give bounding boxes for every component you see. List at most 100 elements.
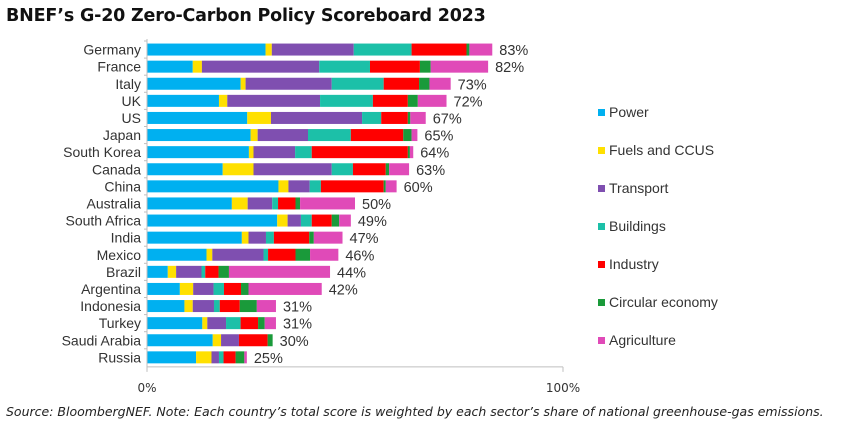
bar-italy-fuels-and-ccus xyxy=(240,77,246,90)
bar-canada-industry xyxy=(352,163,386,176)
total-label: 83% xyxy=(499,43,528,59)
bar-indonesia-agriculture xyxy=(256,300,276,313)
bar-china-industry xyxy=(320,180,384,193)
legend-item-industry: Industry xyxy=(598,245,718,283)
bar-mexico-circular-economy xyxy=(295,248,311,261)
bar-italy-buildings xyxy=(331,77,384,90)
bar-japan-fuels-and-ccus xyxy=(250,129,258,142)
bar-argentina-circular-economy xyxy=(241,282,249,295)
bar-brazil-circular-economy xyxy=(218,265,229,278)
bar-argentina-transport xyxy=(193,282,214,295)
bar-south-korea-transport xyxy=(253,146,296,159)
bar-canada-agriculture xyxy=(389,163,410,176)
total-label: 44% xyxy=(337,265,366,281)
bar-russia-fuels-and-ccus xyxy=(196,351,212,364)
total-label: 63% xyxy=(416,163,445,179)
bar-mexico-transport xyxy=(212,248,264,261)
bar-china-agriculture xyxy=(385,180,397,193)
bar-saudi-arabia-power xyxy=(147,334,213,347)
bar-mexico-power xyxy=(147,248,207,261)
bar-us-buildings xyxy=(362,111,382,124)
bar-south-africa-fuels-and-ccus xyxy=(277,214,288,227)
total-label: 50% xyxy=(362,197,391,213)
bar-france-transport xyxy=(201,60,320,73)
category-label: Italy xyxy=(115,76,141,92)
bar-brazil-fuels-and-ccus xyxy=(167,265,177,278)
category-label: Japan xyxy=(103,127,141,143)
bar-japan-circular-economy xyxy=(403,129,412,142)
bar-japan-power xyxy=(147,129,251,142)
bar-canada-circular-economy xyxy=(385,163,390,176)
bar-australia-agriculture xyxy=(300,197,355,210)
total-label: 46% xyxy=(345,248,374,264)
bar-india-circular-economy xyxy=(309,231,314,244)
bar-brazil-agriculture xyxy=(228,265,331,278)
bar-south-korea-fuels-and-ccus xyxy=(248,146,254,159)
bar-italy-industry xyxy=(383,77,420,90)
x-tick-label: 0% xyxy=(137,381,156,395)
category-label: Mexico xyxy=(97,247,142,263)
bar-canada-buildings xyxy=(331,163,353,176)
total-label: 67% xyxy=(433,111,462,127)
bar-germany-industry xyxy=(411,43,467,56)
category-label: South Africa xyxy=(66,213,142,229)
bar-argentina-industry xyxy=(223,282,242,295)
bar-china-buildings xyxy=(309,180,321,193)
bar-argentina-buildings xyxy=(213,282,224,295)
legend-swatch xyxy=(598,146,605,154)
bar-indonesia-buildings xyxy=(213,300,220,313)
bar-germany-transport xyxy=(271,43,354,56)
bar-uk-industry xyxy=(372,94,408,107)
bar-us-fuels-and-ccus xyxy=(247,111,271,124)
legend-label: Circular economy xyxy=(609,294,718,310)
bar-france-buildings xyxy=(319,60,370,73)
bar-germany-circular-economy xyxy=(466,43,470,56)
bar-us-circular-economy xyxy=(407,111,411,124)
bar-australia-transport xyxy=(247,197,273,210)
bar-china-power xyxy=(147,180,279,193)
bar-south-korea-agriculture xyxy=(409,146,414,159)
bar-china-transport xyxy=(288,180,310,193)
chart-title: BNEF’s G-20 Zero-Carbon Policy Scoreboar… xyxy=(6,6,486,26)
bar-germany-buildings xyxy=(353,43,412,56)
legend-swatch xyxy=(598,336,605,344)
bar-india-industry xyxy=(273,231,310,244)
bar-saudi-arabia-fuels-and-ccus xyxy=(212,334,222,347)
bar-italy-transport xyxy=(245,77,332,90)
bar-russia-industry xyxy=(223,351,236,364)
legend-item-circular-economy: Circular economy xyxy=(598,283,718,321)
bar-south-korea-power xyxy=(147,146,249,159)
bar-canada-transport xyxy=(253,163,332,176)
bar-uk-power xyxy=(147,94,219,107)
total-label: 64% xyxy=(420,146,449,162)
bar-south-africa-power xyxy=(147,214,278,227)
x-tick-label: 100% xyxy=(546,381,580,395)
bar-russia-circular-economy xyxy=(235,351,245,364)
total-label: 47% xyxy=(350,231,379,247)
bar-turkey-transport xyxy=(207,317,227,330)
category-label: Brazil xyxy=(106,264,141,280)
bar-australia-power xyxy=(147,197,232,210)
category-label: Germany xyxy=(83,42,141,58)
bar-india-buildings xyxy=(265,231,274,244)
total-label: 31% xyxy=(283,300,312,316)
bar-turkey-industry xyxy=(240,317,259,330)
legend-item-transport: Transport xyxy=(598,169,718,207)
bar-argentina-agriculture xyxy=(248,282,322,295)
bar-us-power xyxy=(147,111,248,124)
bar-russia-buildings xyxy=(218,351,224,364)
category-label: Indonesia xyxy=(80,298,141,314)
bar-turkey-power xyxy=(147,317,203,330)
bar-uk-circular-economy xyxy=(407,94,418,107)
total-label: 30% xyxy=(280,334,309,350)
legend-label: Transport xyxy=(609,180,669,196)
source-note: Source: BloombergNEF. Note: Each country… xyxy=(6,404,824,419)
bar-uk-agriculture xyxy=(417,94,447,107)
bar-south-africa-buildings xyxy=(300,214,312,227)
bar-turkey-agriculture xyxy=(264,317,276,330)
bar-india-transport xyxy=(248,231,266,244)
total-label: 73% xyxy=(458,77,487,93)
category-label: France xyxy=(97,59,141,75)
category-label: UK xyxy=(122,93,142,109)
